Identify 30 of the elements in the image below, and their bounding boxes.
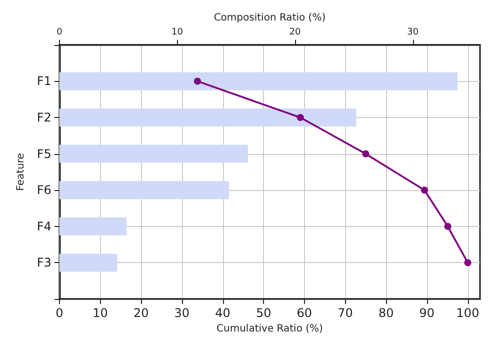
- point: [444, 222, 452, 230]
- x-tick-label: 100: [456, 306, 480, 320]
- x-tick-label: 50: [256, 306, 272, 320]
- x2-tick-label: 20: [289, 27, 302, 38]
- y-tick-label: F6: [36, 183, 52, 198]
- y-tick-label: F5: [36, 146, 52, 161]
- y-axis-title: Feature: [16, 153, 26, 191]
- point: [362, 150, 370, 158]
- y-tick-label: F1: [36, 74, 52, 88]
- point: [464, 259, 472, 266]
- x-tick-label: 30: [174, 306, 190, 320]
- x-tick-label: 70: [338, 306, 353, 320]
- x-tick-label: 60: [296, 306, 312, 320]
- x2-axis-title: Composition Ratio (%): [214, 12, 326, 24]
- point: [420, 186, 428, 194]
- x-tick-label: 90: [419, 306, 435, 320]
- x-tick-label: 10: [92, 306, 108, 320]
- y-tick-label: F2: [36, 110, 52, 124]
- x-axis-title: Cumulative Ratio (%): [216, 323, 324, 334]
- x2-tick-label: 10: [172, 27, 184, 38]
- x-tick-label: 40: [215, 306, 230, 320]
- point: [296, 114, 304, 121]
- x-tick-label: 80: [378, 306, 394, 320]
- x2-tick-label: 30: [407, 27, 419, 38]
- y-tick-label: F4: [36, 219, 52, 234]
- x2-tick-label: 0: [56, 27, 63, 38]
- y-tick-label: F3: [36, 256, 52, 270]
- x-tick-label: 20: [133, 306, 149, 320]
- x-tick-label: 0: [56, 306, 64, 320]
- point: [194, 78, 201, 85]
